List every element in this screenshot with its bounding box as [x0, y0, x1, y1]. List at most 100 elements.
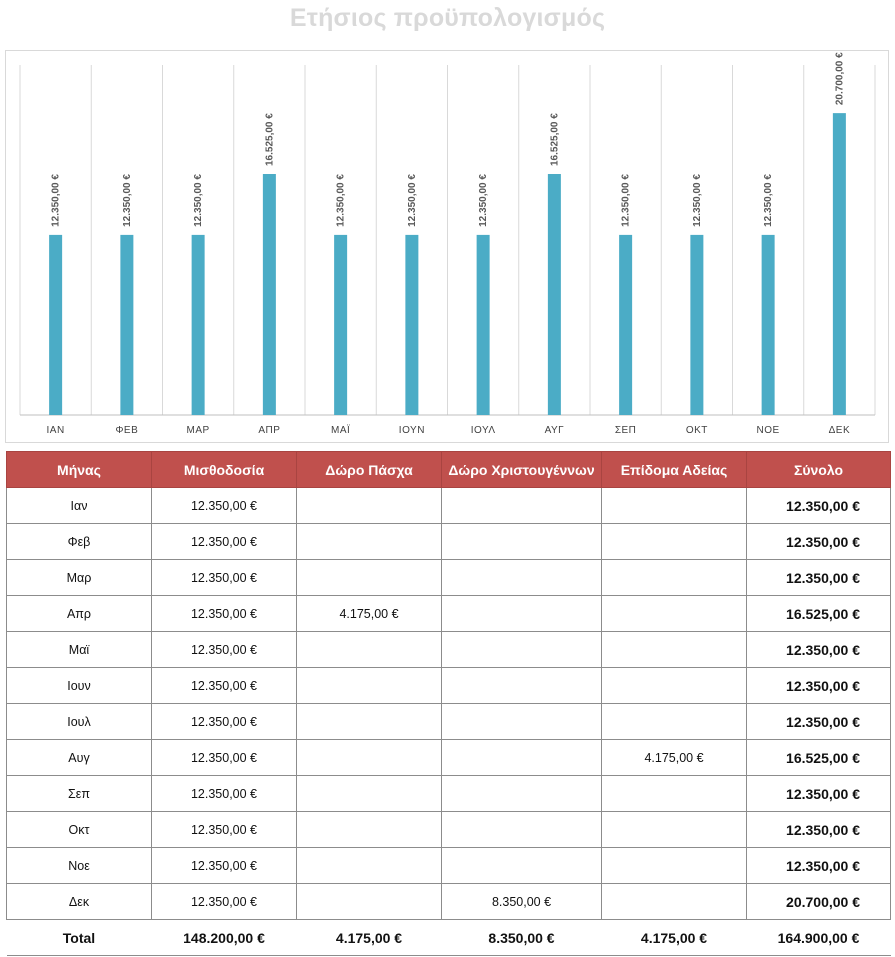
table-cell: 8.350,00 €	[441, 883, 602, 920]
table-cell: 12.350,00 €	[151, 595, 297, 632]
table-cell	[296, 703, 442, 740]
table-cell	[296, 487, 442, 524]
table-cell: 12.350,00 €	[151, 559, 297, 596]
chart-bar	[761, 234, 775, 415]
chart-svg: 12.350,00 € ΙΑΝ 12.350,00 € ΦΕΒ 12.350,00 € Μ…	[19, 52, 876, 436]
table-cell: 12.350,00 €	[746, 847, 891, 884]
total-cell: 8.350,00 €	[441, 919, 602, 956]
table-cell	[296, 739, 442, 776]
table-cell	[441, 631, 602, 668]
data-label: 12.350,00 €	[51, 174, 62, 227]
table-cell: Μαρ	[6, 559, 152, 596]
table-cell: Νοε	[6, 847, 152, 884]
data-label: 12.350,00 €	[407, 174, 418, 227]
table-cell	[296, 847, 442, 884]
table-cell	[601, 883, 747, 920]
table-row: Ιουν 12.350,00 €12.350,00 €	[6, 667, 891, 704]
chart-bar	[619, 234, 633, 415]
table-row: Δεκ 12.350,00 € 8.350,00 € 20.700,00 €	[6, 883, 891, 920]
table-cell: 16.525,00 €	[746, 595, 891, 632]
table-cell	[296, 631, 442, 668]
table-cell: Οκτ	[6, 811, 152, 848]
table-cell	[441, 559, 602, 596]
column-header: Επίδομα Αδείας	[601, 451, 747, 488]
table-cell: 12.350,00 €	[151, 487, 297, 524]
table-cell	[441, 523, 602, 560]
table-cell: 12.350,00 €	[151, 523, 297, 560]
total-cell: 148.200,00 €	[151, 919, 297, 956]
data-label: 12.350,00 €	[193, 174, 204, 227]
data-label: 12.350,00 €	[478, 174, 489, 227]
total-cell: Total	[6, 919, 152, 956]
table-cell	[601, 631, 747, 668]
x-tick-label: ΙΑΝ	[47, 425, 65, 436]
chart-bar	[334, 234, 348, 415]
table-cell	[601, 775, 747, 812]
table-cell	[601, 595, 747, 632]
table-cell	[296, 811, 442, 848]
total-cell: 164.900,00 €	[746, 919, 891, 956]
x-tick-label: ΑΥΓ	[545, 425, 565, 436]
table-cell	[441, 703, 602, 740]
table-cell: 4.175,00 €	[601, 739, 747, 776]
data-label: 12.350,00 €	[763, 174, 774, 227]
data-label: 16.525,00 €	[549, 113, 560, 166]
budget-table: Μήνας Μισθοδοσία Δώρο Πάσχα Δώρο Χριστουγέν…	[6, 451, 891, 956]
x-tick-label: ΜΑΡ	[187, 425, 210, 436]
table-cell: 12.350,00 €	[746, 703, 891, 740]
table-row: Σεπ 12.350,00 €12.350,00 €	[6, 775, 891, 812]
table-row: Νοε 12.350,00 €12.350,00 €	[6, 847, 891, 884]
page-title: Ετήσιος προϋπολογισμός	[289, 4, 606, 32]
table-cell: Ιαν	[6, 487, 152, 524]
table-cell: 12.350,00 €	[151, 775, 297, 812]
table-cell: 12.350,00 €	[746, 631, 891, 668]
table-row: Ιουλ 12.350,00 €12.350,00 €	[6, 703, 891, 740]
table-row: Φεβ 12.350,00 €12.350,00 €	[6, 523, 891, 560]
table-cell: 12.350,00 €	[746, 667, 891, 704]
chart-bar	[690, 234, 704, 415]
table-cell: 12.350,00 €	[151, 631, 297, 668]
table-cell: Ιουλ	[6, 703, 152, 740]
x-tick-label: ΝΟΕ	[757, 425, 780, 436]
table-cell	[601, 811, 747, 848]
table-cell: Δεκ	[6, 883, 152, 920]
table-row: Ιαν 12.350,00 €12.350,00 €	[6, 487, 891, 524]
table-cell	[441, 739, 602, 776]
table-row: Αυγ 12.350,00 € 4.175,00 €16.525,00 €	[6, 739, 891, 776]
table-cell: 12.350,00 €	[151, 667, 297, 704]
chart-bar	[832, 113, 846, 415]
data-label: 16.525,00 €	[264, 113, 275, 166]
table-cell	[601, 487, 747, 524]
table-cell	[296, 523, 442, 560]
chart-bar	[120, 234, 134, 415]
table-cell: Ιουν	[6, 667, 152, 704]
chart-bar	[191, 234, 205, 415]
x-tick-label: ΙΟΥΛ	[471, 425, 496, 436]
table-cell: 12.350,00 €	[151, 811, 297, 848]
table-cell: 12.350,00 €	[746, 487, 891, 524]
table-cell	[601, 559, 747, 596]
table-total-row: Total 148.200,00 €4.175,00 €8.350,00 €4.1…	[6, 919, 891, 956]
chart-bar	[262, 174, 276, 415]
total-cell: 4.175,00 €	[296, 919, 442, 956]
table-cell	[601, 703, 747, 740]
table-cell: Αυγ	[6, 739, 152, 776]
x-tick-label: ΟΚΤ	[686, 425, 708, 436]
table-row: Οκτ 12.350,00 €12.350,00 €	[6, 811, 891, 848]
column-header: Μισθοδοσία	[151, 451, 297, 488]
data-label: 12.350,00 €	[122, 174, 133, 227]
column-header: Δώρο Χριστουγέννων	[441, 451, 602, 488]
chart-bar	[405, 234, 419, 415]
table-cell	[441, 487, 602, 524]
table-cell: 16.525,00 €	[746, 739, 891, 776]
table-cell	[441, 775, 602, 812]
column-header: Σύνολο	[746, 451, 891, 488]
table-cell: Απρ	[6, 595, 152, 632]
data-label: 12.350,00 €	[692, 174, 703, 227]
table-cell	[601, 523, 747, 560]
chart-bar	[476, 234, 490, 415]
x-tick-label: ΑΠΡ	[258, 425, 280, 436]
table-cell: 12.350,00 €	[746, 775, 891, 812]
bar-chart: 12.350,00 € ΙΑΝ 12.350,00 € ΦΕΒ 12.350,00 € Μ…	[5, 50, 889, 443]
data-label: 12.350,00 €	[336, 174, 347, 227]
